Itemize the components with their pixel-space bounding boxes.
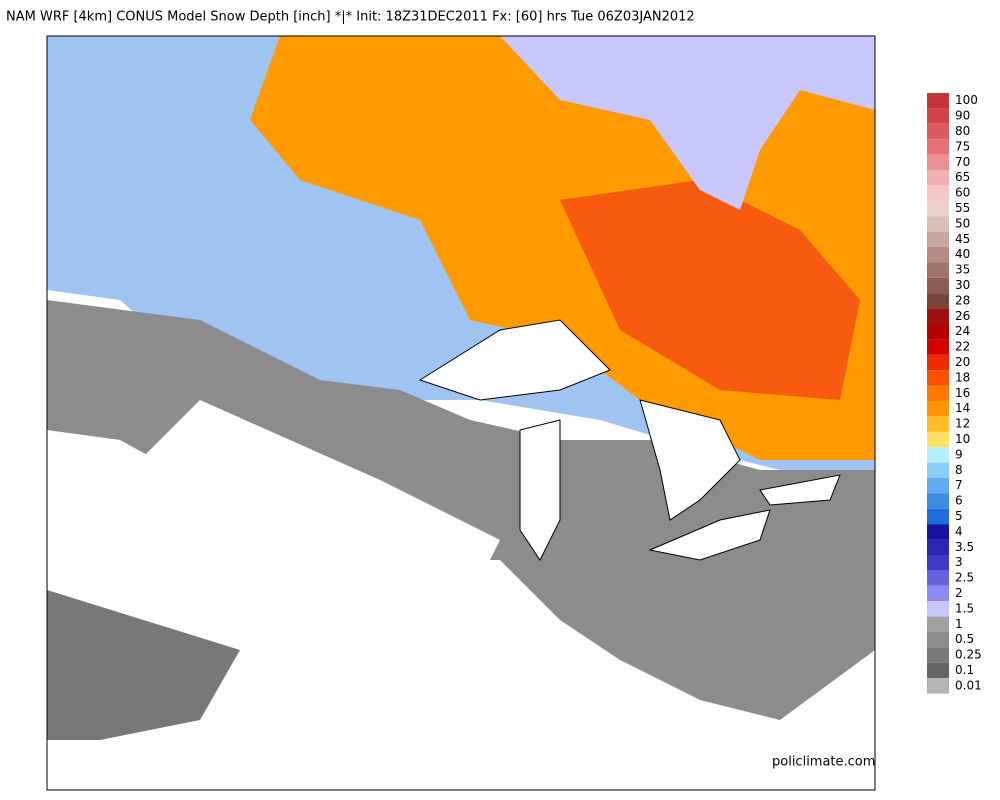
legend-swatch [927, 585, 949, 602]
watermark: policlimate.com [772, 755, 875, 770]
legend-label: 0.5 [955, 632, 974, 646]
legend-label: 0.1 [955, 663, 974, 677]
legend-swatch [927, 447, 949, 463]
lake-michigan [519, 419, 561, 561]
legend-label: 2 [955, 586, 963, 600]
legend-label: 28 [955, 293, 970, 307]
legend-label: 50 [955, 216, 970, 230]
legend-label: 45 [955, 232, 970, 246]
legend-label: 9 [955, 447, 963, 461]
legend-swatch [927, 200, 949, 217]
legend-swatch [927, 216, 949, 232]
legend-label: 26 [955, 309, 970, 323]
legend-swatch [927, 308, 949, 324]
legend-swatch [927, 493, 949, 509]
legend-swatch [927, 478, 949, 494]
legend-label: 80 [955, 124, 970, 138]
legend-label: 24 [955, 324, 970, 338]
legend-label: 35 [955, 263, 970, 277]
legend-label: 0.25 [955, 648, 982, 662]
map: policlimate.com [46, 35, 876, 791]
legend-swatch [927, 277, 949, 294]
lake-erie [648, 509, 771, 561]
legend-swatch [927, 555, 949, 571]
legend-swatch [927, 462, 949, 478]
legend-swatch [927, 108, 949, 124]
legend-swatch [927, 401, 949, 417]
no-snow [100, 400, 500, 660]
legend-swatch [927, 616, 949, 632]
legend-label: 60 [955, 186, 970, 200]
hudson-bay [500, 36, 875, 210]
gray-region [47, 300, 875, 720]
legend-label: 1.5 [955, 601, 974, 615]
legend-swatch [927, 247, 949, 263]
legend-label: 30 [955, 278, 970, 292]
legend-swatch [927, 570, 949, 586]
legend-swatch [927, 416, 949, 432]
legend-swatch [927, 647, 949, 663]
legend-label: 6 [955, 494, 963, 508]
legend-label: 14 [955, 401, 970, 415]
legend-swatch [927, 524, 949, 540]
legend-swatch [927, 370, 949, 386]
legend-label: 0.01 [955, 678, 982, 692]
legend-label: 100 [955, 93, 978, 107]
legend-swatch [927, 293, 949, 309]
legend-swatch [927, 324, 949, 340]
legend-swatch [927, 601, 949, 617]
map-frame [46, 35, 876, 791]
legend-swatch [927, 170, 949, 186]
legend-label: 3.5 [955, 540, 974, 554]
legend-label: 70 [955, 155, 970, 169]
legend-swatch [927, 93, 949, 109]
legend-label: 1 [955, 617, 963, 631]
legend-swatch [927, 431, 949, 448]
lake-ontario [759, 474, 841, 506]
legend-label: 16 [955, 386, 970, 400]
legend-swatch [927, 678, 949, 694]
legend-swatch [927, 385, 949, 401]
legend-swatch [927, 123, 949, 140]
title: NAM WRF [4km] CONUS Model Snow Depth [in… [6, 10, 695, 25]
legend-label: 55 [955, 201, 970, 215]
lake-huron [639, 399, 741, 521]
legend-swatch [927, 662, 949, 679]
legend-label: 2.5 [955, 571, 974, 585]
legend-swatch [927, 539, 949, 555]
legend-label: 22 [955, 340, 970, 354]
legend-label: 75 [955, 139, 970, 153]
legend-label: 40 [955, 247, 970, 261]
legend-swatch [927, 354, 949, 371]
legend-swatch [927, 262, 949, 278]
red-region [560, 180, 860, 400]
legend-label: 4 [955, 524, 963, 538]
legend-swatch [927, 185, 949, 201]
legend-swatch [927, 339, 949, 355]
legend-label: 10 [955, 432, 970, 446]
legend-label: 12 [955, 417, 970, 431]
legend-swatch [927, 139, 949, 155]
legend-label: 5 [955, 509, 963, 523]
lake-superior [418, 319, 611, 401]
legend: 1009080757065605550454035302826242220181… [927, 93, 982, 694]
legend-label: 3 [955, 555, 963, 569]
legend-label: 7 [955, 478, 963, 492]
legend-label: 20 [955, 355, 970, 369]
legend-swatch [927, 231, 949, 247]
legend-swatch [927, 154, 949, 170]
legend-swatch [927, 508, 949, 525]
legend-label: 8 [955, 463, 963, 477]
legend-swatch [927, 632, 949, 648]
legend-label: 90 [955, 109, 970, 123]
gray-south [47, 590, 240, 740]
legend-label: 65 [955, 170, 970, 184]
legend-label: 18 [955, 370, 970, 384]
